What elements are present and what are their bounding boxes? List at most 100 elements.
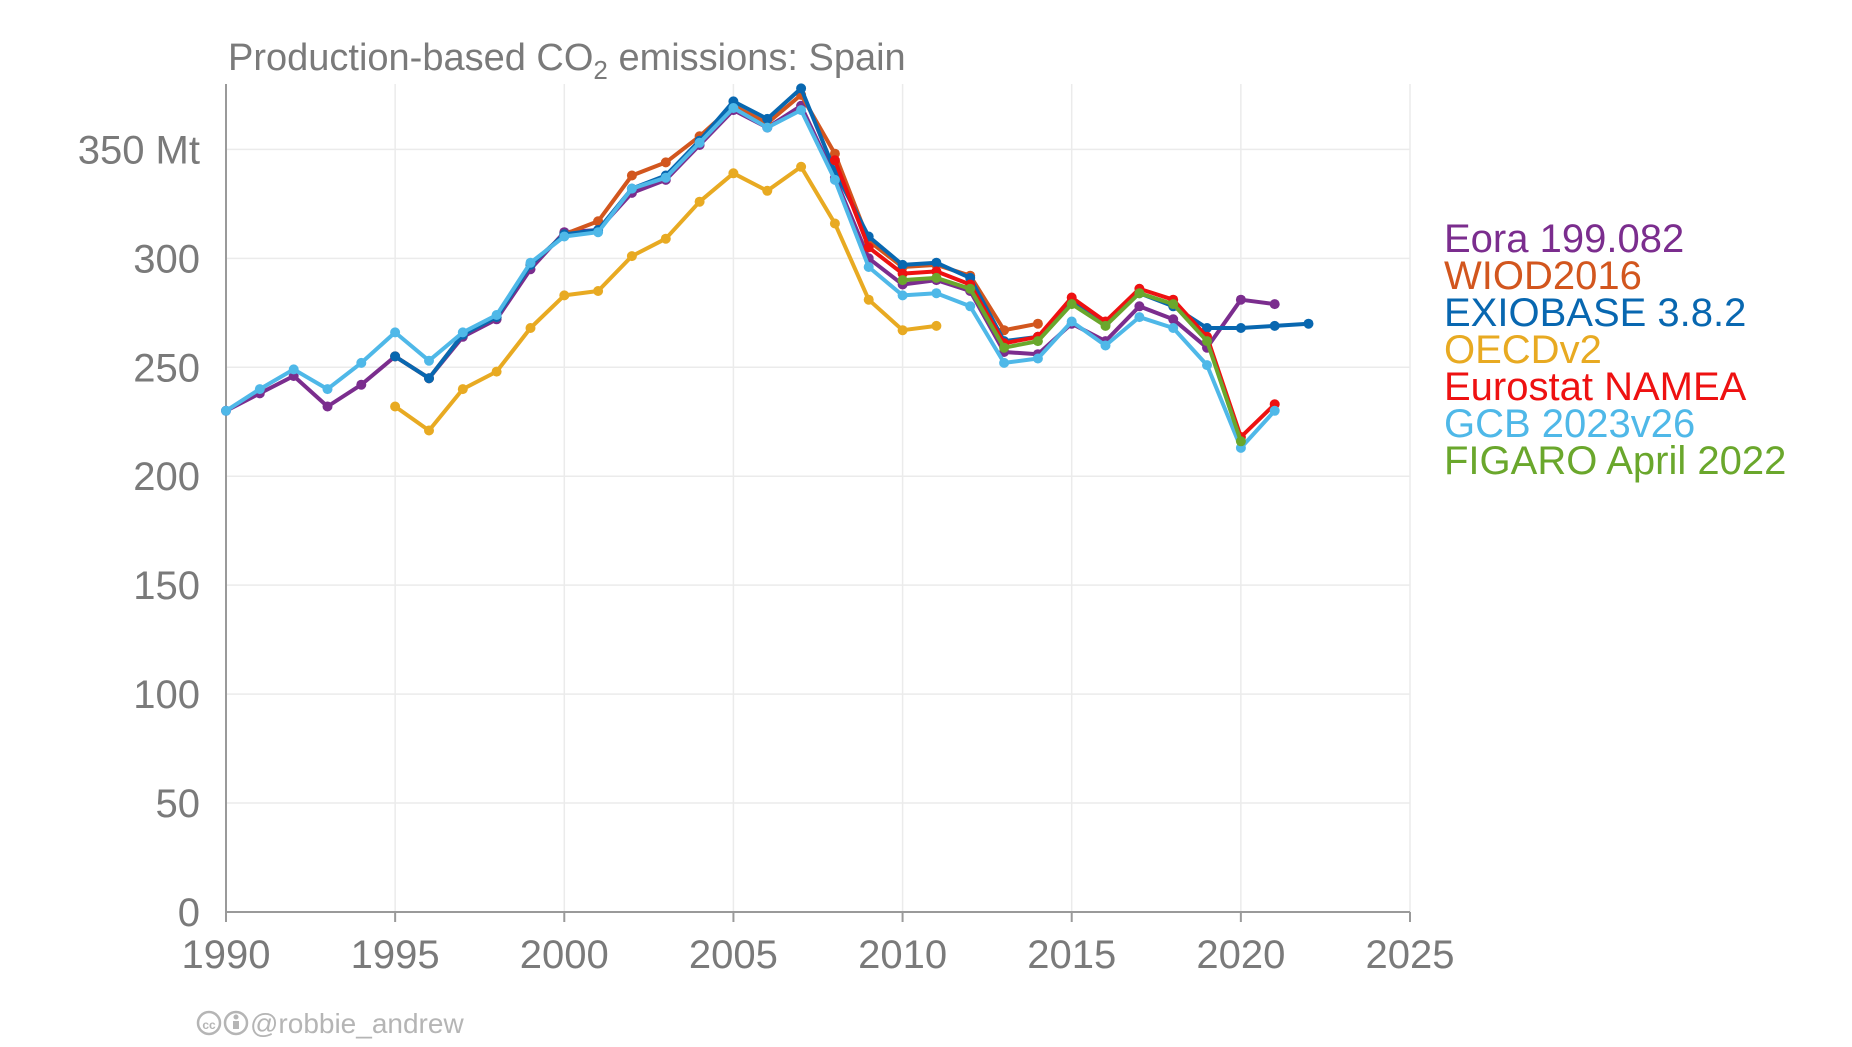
series-gcb-2023v26: [221, 103, 1280, 453]
data-point-oecdv2: [491, 366, 502, 377]
data-point-figaro-april-2022: [897, 275, 908, 286]
title-suffix: emissions: Spain: [608, 37, 906, 79]
y-tick-label: 200: [133, 455, 200, 499]
data-point-eora-199-082: [322, 401, 333, 412]
data-point-gcb-2023v26: [593, 227, 604, 238]
x-tick-label: 2015: [1027, 933, 1116, 977]
cc-icon: [196, 1010, 222, 1036]
x-tick-label: 2010: [858, 933, 947, 977]
data-point-gcb-2023v26: [863, 262, 874, 272]
data-point-gcb-2023v26: [424, 355, 434, 366]
legend-entry-gcb-2023v26: GCB 2023v26: [1444, 402, 1695, 446]
legend-entry-oecdv2: OECDv2: [1444, 328, 1602, 372]
data-point-gcb-2023v26: [390, 327, 401, 338]
series-line-wiod2016: [393, 92, 1040, 381]
data-point-figaro-april-2022: [1134, 288, 1145, 299]
data-point-gcb-2023v26: [897, 290, 908, 301]
y-tick-label: 350 Mt: [78, 128, 200, 172]
data-point-gcb-2023v26: [1066, 316, 1077, 327]
series-line-gcb-2023v26: [224, 106, 1277, 450]
axes: 0 50 100 150 200 250 300 350 Mt 1990 1995 2000 2005…: [78, 84, 1454, 977]
data-point-gcb-2023v26: [457, 327, 468, 338]
data-point-oecdv2: [897, 325, 908, 336]
data-point-gcb-2023v26: [728, 103, 739, 113]
data-point-eora-199-082: [1168, 314, 1179, 325]
data-point-oecdv2: [593, 286, 604, 296]
series-wiod2016: [390, 89, 1043, 384]
data-point-gcb-2023v26: [559, 231, 570, 242]
data-point-figaro-april-2022: [1066, 299, 1077, 310]
data-point-figaro-april-2022: [1235, 436, 1246, 447]
data-point-gcb-2023v26: [1168, 323, 1179, 333]
data-point-oecdv2: [694, 196, 705, 207]
credit-handle: @robbie_andrew: [250, 1008, 464, 1039]
legend-entry-eora-199-082: Eora 199.082: [1444, 217, 1684, 261]
attribution-icon: [223, 1010, 249, 1036]
data-point-wiod2016: [1032, 318, 1043, 329]
data-point-gcb-2023v26: [931, 288, 942, 299]
x-tick-label: 2020: [1196, 933, 1285, 977]
data-point-eora-199-082: [1235, 294, 1246, 305]
data-point-exiobase-3-8-2: [1235, 323, 1246, 333]
y-tick-label: 100: [133, 673, 200, 717]
series-exiobase-3-8-2: [390, 83, 1314, 384]
data-point-eora-199-082: [356, 379, 367, 390]
data-point-exiobase-3-8-2: [796, 83, 807, 94]
data-point-exiobase-3-8-2: [1303, 318, 1314, 329]
credit: cc @robbie_andrew: [196, 1008, 464, 1039]
series-line-exiobase-3-8-2: [393, 86, 1311, 381]
data-point-oecdv2: [728, 168, 739, 179]
data-point-figaro-april-2022: [1032, 336, 1043, 347]
title-subscript: 2: [593, 55, 607, 85]
data-point-exiobase-3-8-2: [762, 113, 773, 124]
data-point-exiobase-3-8-2: [390, 351, 401, 362]
data-point-oecdv2: [525, 323, 536, 333]
data-point-oecdv2: [660, 233, 671, 244]
data-point-oecdv2: [424, 425, 434, 436]
title-prefix: Production-based CO: [228, 37, 593, 79]
data-point-eurostat-namea: [863, 242, 874, 253]
legend-entry-figaro-april-2022: FIGARO April 2022: [1444, 439, 1786, 483]
data-point-gcb-2023v26: [525, 257, 536, 268]
series-layer: [221, 83, 1314, 453]
x-tick-label: 2005: [689, 933, 778, 977]
data-point-oecdv2: [457, 384, 468, 395]
gridlines: [226, 84, 1411, 912]
data-point-figaro-april-2022: [965, 283, 976, 294]
data-point-exiobase-3-8-2: [897, 259, 908, 270]
data-point-oecdv2: [762, 185, 773, 196]
data-point-gcb-2023v26: [1134, 312, 1145, 323]
data-point-wiod2016: [626, 170, 637, 181]
legend-entry-exiobase-3-8-2: EXIOBASE 3.8.2: [1444, 291, 1746, 335]
attribution-icon-head: [233, 1014, 239, 1020]
data-point-gcb-2023v26: [626, 183, 637, 194]
data-point-exiobase-3-8-2: [1269, 320, 1280, 331]
data-point-gcb-2023v26: [322, 384, 333, 395]
data-point-gcb-2023v26: [796, 105, 807, 116]
data-point-gcb-2023v26: [1202, 360, 1212, 371]
data-point-gcb-2023v26: [1032, 353, 1043, 364]
y-tick-label: 0: [178, 891, 200, 935]
series-oecdv2: [390, 161, 942, 436]
data-point-figaro-april-2022: [999, 342, 1010, 353]
data-point-gcb-2023v26: [762, 122, 773, 133]
data-point-oecdv2: [931, 320, 942, 331]
data-point-gcb-2023v26: [829, 174, 840, 185]
data-point-gcb-2023v26: [288, 364, 299, 375]
data-point-gcb-2023v26: [356, 357, 367, 368]
data-point-figaro-april-2022: [1100, 320, 1111, 331]
data-point-eora-199-082: [1134, 301, 1145, 312]
chart-title: Production-based CO2 emissions: Spain: [228, 37, 906, 85]
legend-entry-eurostat-namea: Eurostat NAMEA: [1444, 365, 1747, 409]
data-point-gcb-2023v26: [999, 357, 1010, 368]
series-eurostat-namea: [829, 155, 1280, 442]
data-point-gcb-2023v26: [1100, 340, 1111, 351]
data-point-eora-199-082: [1269, 299, 1280, 310]
data-point-figaro-april-2022: [1202, 336, 1212, 347]
data-point-exiobase-3-8-2: [424, 373, 434, 384]
series-line-eurostat-namea: [832, 158, 1277, 439]
attribution-icon-body: [233, 1021, 239, 1029]
data-point-figaro-april-2022: [1168, 299, 1179, 310]
